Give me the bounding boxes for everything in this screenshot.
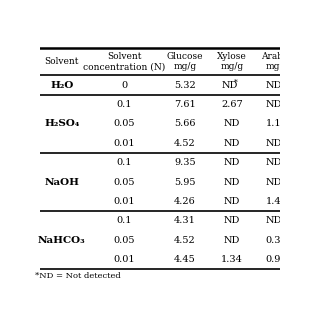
Text: ND: ND xyxy=(222,81,238,90)
Text: ND: ND xyxy=(265,178,282,187)
Text: 0.01: 0.01 xyxy=(114,197,135,206)
Text: ND: ND xyxy=(224,197,240,206)
Text: 0.1: 0.1 xyxy=(117,100,132,109)
Text: 4.45: 4.45 xyxy=(174,255,196,264)
Text: *ND = Not detected: *ND = Not detected xyxy=(35,273,121,280)
Text: ND: ND xyxy=(224,158,240,167)
Text: 1.1: 1.1 xyxy=(266,119,281,128)
Text: Arabi
mg: Arabi mg xyxy=(261,52,286,71)
Text: 0.05: 0.05 xyxy=(114,236,135,245)
Text: 0.01: 0.01 xyxy=(114,255,135,264)
Text: ND: ND xyxy=(224,178,240,187)
Text: ND: ND xyxy=(224,216,240,225)
Text: 4.31: 4.31 xyxy=(174,216,196,225)
Text: 4.52: 4.52 xyxy=(174,236,196,245)
Text: 0: 0 xyxy=(121,81,128,90)
Text: 9.35: 9.35 xyxy=(174,158,196,167)
Text: 1.34: 1.34 xyxy=(221,255,243,264)
Text: 0.3: 0.3 xyxy=(266,236,281,245)
Text: 0.01: 0.01 xyxy=(114,139,135,148)
Text: ND: ND xyxy=(265,216,282,225)
Text: ND: ND xyxy=(265,81,282,90)
Text: 0.1: 0.1 xyxy=(117,158,132,167)
Text: 4.52: 4.52 xyxy=(174,139,196,148)
Text: ND: ND xyxy=(265,139,282,148)
Text: ND: ND xyxy=(265,158,282,167)
Text: 5.95: 5.95 xyxy=(174,178,196,187)
Text: 1.4: 1.4 xyxy=(266,197,281,206)
Text: ND: ND xyxy=(224,236,240,245)
Text: ND: ND xyxy=(265,100,282,109)
Bar xyxy=(280,38,296,285)
Text: 0.05: 0.05 xyxy=(114,178,135,187)
Text: 5.32: 5.32 xyxy=(174,81,196,90)
Text: 4.26: 4.26 xyxy=(174,197,196,206)
Text: *: * xyxy=(234,79,238,87)
Text: NaOH: NaOH xyxy=(44,178,79,187)
Text: Solvent: Solvent xyxy=(44,57,79,66)
Text: NaHCO₃: NaHCO₃ xyxy=(38,236,85,245)
Text: 0.1: 0.1 xyxy=(117,216,132,225)
Text: H₂O: H₂O xyxy=(50,81,73,90)
Text: 0.05: 0.05 xyxy=(114,119,135,128)
Text: 0.9: 0.9 xyxy=(266,255,281,264)
Text: H₂SO₄: H₂SO₄ xyxy=(44,119,79,128)
Text: 5.66: 5.66 xyxy=(174,119,196,128)
Text: ND: ND xyxy=(224,139,240,148)
Text: Glucose
mg/g: Glucose mg/g xyxy=(167,52,203,71)
Text: ND: ND xyxy=(224,119,240,128)
Text: 7.61: 7.61 xyxy=(174,100,196,109)
Text: Xylose
mg/g: Xylose mg/g xyxy=(217,52,247,71)
Text: Solvent
concentration (N): Solvent concentration (N) xyxy=(83,52,166,71)
Text: 2.67: 2.67 xyxy=(221,100,243,109)
